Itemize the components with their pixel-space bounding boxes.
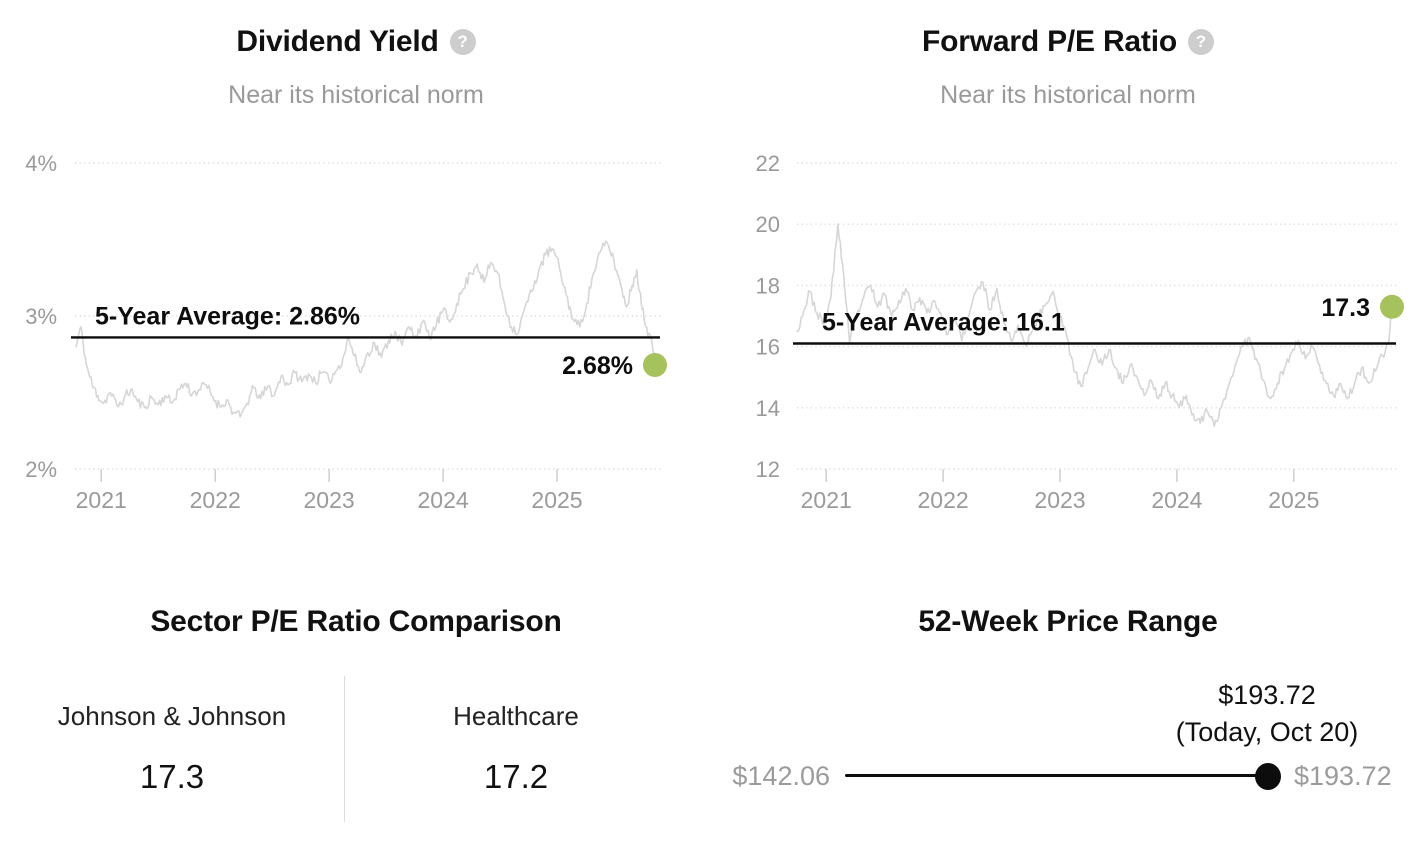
x-axis-label: 2023 (1034, 487, 1085, 513)
sector-company-value: 17.3 (139, 758, 205, 795)
current-value-label: 2.68% (562, 352, 633, 380)
x-axis-label: 2023 (304, 487, 355, 513)
dividend-yield-header: Dividend Yield ? (0, 18, 712, 66)
current-price-date: (Today, Oct 20) (1175, 717, 1359, 747)
x-axis-label: 2021 (801, 487, 852, 513)
forward-pe-title: Forward P/E Ratio (922, 25, 1177, 58)
current-price-callout: $193.72 (Today, Oct 20) (1087, 678, 1424, 752)
y-axis-label: 4% (25, 151, 57, 176)
sector-company-label: Johnson & Johnson (57, 701, 287, 731)
y-axis-label: 20 (756, 212, 780, 237)
panel-sector-comparison: Sector P/E Ratio Comparison Johnson & Jo… (0, 570, 712, 846)
dividend-yield-title: Dividend Yield (236, 25, 439, 58)
y-axis-label: 3% (25, 304, 57, 329)
column-divider (344, 676, 345, 822)
sector-industry-label: Healthcare (453, 701, 579, 731)
dividend-yield-chart: 4% 3% 2% 2021 2022 2023 2024 2025 5-Year Average… (25, 151, 667, 513)
current-value-dot (643, 353, 667, 377)
x-axis-label: 2025 (1268, 487, 1319, 513)
x-axis-label: 2021 (76, 487, 127, 513)
average-label: 5-Year Average: 2.86% (95, 302, 360, 330)
x-axis-label: 2024 (1151, 487, 1202, 513)
forward-pe-subtitle: Near its historical norm (940, 81, 1196, 109)
panel-forward-pe: Forward P/E Ratio ? Near its historical … (712, 0, 1424, 570)
y-axis-label: 18 (756, 273, 780, 298)
y-axis-label: 12 (756, 457, 780, 482)
x-axis-label: 2022 (190, 487, 241, 513)
y-axis-label: 2% (25, 457, 57, 482)
current-price-dot (1255, 763, 1281, 790)
average-label: 5-Year Average: 16.1 (822, 309, 1065, 337)
range-high-label: $193.72 (1294, 761, 1392, 791)
dividend-yield-subtitle: Near its historical norm (228, 81, 484, 109)
y-axis-label: 14 (756, 396, 780, 421)
forward-pe-header: Forward P/E Ratio ? (712, 18, 1424, 66)
range-track (845, 774, 1269, 777)
current-price-value: $193.72 (1218, 680, 1316, 710)
sector-comparison-title: Sector P/E Ratio Comparison (150, 605, 562, 638)
series-line (75, 240, 656, 418)
forward-pe-chart: 22 20 18 16 14 12 2021 2022 2023 2024 2025 5-Year A… (756, 151, 1404, 513)
sector-industry-value: 17.2 (483, 758, 549, 795)
price-range-title: 52-Week Price Range (918, 605, 1218, 638)
x-axis-label: 2025 (531, 487, 582, 513)
range-low-label: $142.06 (732, 761, 830, 791)
current-value-dot (1380, 294, 1404, 319)
x-axis-label: 2024 (418, 487, 469, 513)
help-icon[interactable]: ? (1187, 29, 1214, 55)
panel-dividend-yield: Dividend Yield ? Near its historical nor… (0, 0, 712, 570)
help-icon[interactable]: ? (449, 29, 476, 55)
y-axis-label: 22 (756, 151, 780, 176)
y-axis-label: 16 (756, 335, 780, 360)
panel-price-range: 52-Week Price Range $193.72 (Today, Oct … (712, 570, 1424, 846)
current-value-label: 17.3 (1321, 294, 1370, 322)
x-axis-label: 2022 (918, 487, 969, 513)
